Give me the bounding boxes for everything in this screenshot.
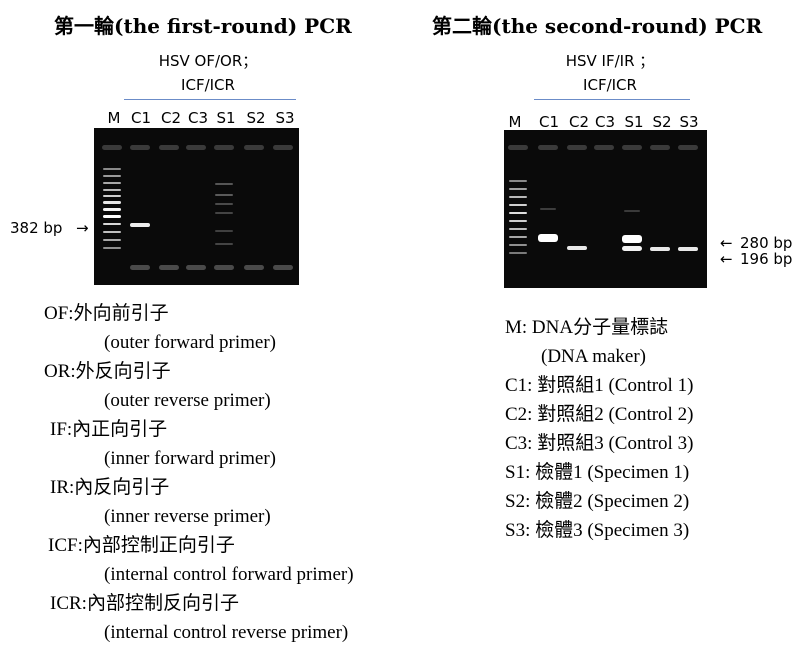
lane-label-c2: C2 xyxy=(568,113,590,131)
legend-item-desc: (internal control forward primer) xyxy=(104,564,354,585)
arrow-icon: ← xyxy=(720,250,733,268)
second-round-primers-line1: HSV IF/IR ； xyxy=(565,52,655,70)
lane-label-s1: S1 xyxy=(216,109,236,127)
first-round-primers-line2: ICF/ICR xyxy=(181,76,235,94)
lane-label-s2: S2 xyxy=(246,109,266,127)
lane-label-s3: S3 xyxy=(679,113,699,131)
second-round-gel-image xyxy=(504,130,707,288)
legend-item-abbr: IF:內正向引子 xyxy=(50,419,168,440)
second-round-header-rule xyxy=(534,99,690,100)
second-round-title: 第二輪(the second-round) PCR xyxy=(432,14,763,38)
first-round-gel-image xyxy=(94,128,299,285)
legend-item-desc: (outer reverse primer) xyxy=(104,390,271,411)
legend-item: (DNA maker) xyxy=(541,346,646,367)
lane-label-m: M xyxy=(508,113,522,131)
first-round-primers-line1: HSV OF/OR； xyxy=(158,52,258,70)
legend-item-desc: (internal control reverse primer) xyxy=(104,622,349,643)
legend-item: S1: 檢體1 (Specimen 1) xyxy=(505,462,690,483)
arrow-icon: ← xyxy=(720,234,733,252)
lane-label-s3: S3 xyxy=(275,109,295,127)
first-round-header-rule xyxy=(124,99,296,100)
lane-label-s1: S1 xyxy=(624,113,644,131)
lane-label-s2: S2 xyxy=(652,113,672,131)
marker-label-382bp: 382 bp xyxy=(10,219,63,237)
legend-item-desc: (inner forward primer) xyxy=(104,448,276,469)
second-round-primers-line2: ICF/ICR xyxy=(583,76,637,94)
marker-label-280bp: 280 bp xyxy=(740,234,793,252)
lane-label-c1: C1 xyxy=(538,113,560,131)
legend-item: C1: 對照組1 (Control 1) xyxy=(505,375,694,396)
lane-label-c3: C3 xyxy=(594,113,616,131)
marker-label-196bp: 196 bp xyxy=(740,250,793,268)
legend-item-desc: (outer forward primer) xyxy=(104,332,276,353)
legend-item-abbr: OR:外反向引子 xyxy=(44,361,171,382)
legend-item: S2: 檢體2 (Specimen 2) xyxy=(505,491,690,512)
legend-item: C2: 對照組2 (Control 2) xyxy=(505,404,694,425)
first-round-title: 第一輪(the first-round) PCR xyxy=(54,14,352,38)
legend-item-abbr: OF:外向前引子 xyxy=(44,303,169,324)
legend-item-abbr: IR:內反向引子 xyxy=(50,477,170,498)
legend-item-desc: (inner reverse primer) xyxy=(104,506,271,527)
arrow-icon: → xyxy=(76,219,89,237)
lane-label-m: M xyxy=(107,109,121,127)
legend-item-abbr: ICR:內部控制反向引子 xyxy=(50,593,239,614)
lane-label-c3: C3 xyxy=(187,109,209,127)
legend-item-abbr: ICF:內部控制正向引子 xyxy=(48,535,235,556)
legend-item: M: DNA分子量標誌 xyxy=(505,317,669,338)
primer-legend: OF:外向前引子 (outer forward primer) OR:外反向引子… xyxy=(44,299,354,647)
legend-item: C3: 對照組3 (Control 3) xyxy=(505,433,694,454)
lane-label-c1: C1 xyxy=(130,109,152,127)
legend-item: S3: 檢體3 (Specimen 3) xyxy=(505,520,690,541)
lane-label-c2: C2 xyxy=(160,109,182,127)
lane-legend: M: DNA分子量標誌 (DNA maker) C1: 對照組1 (Contro… xyxy=(505,313,693,545)
